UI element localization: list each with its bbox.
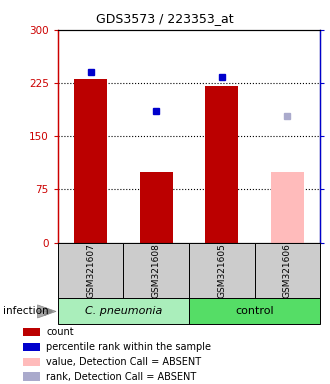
Text: GSM321608: GSM321608 xyxy=(151,243,161,298)
Polygon shape xyxy=(38,305,56,318)
Bar xyxy=(23,328,40,336)
Text: control: control xyxy=(235,306,274,316)
Text: count: count xyxy=(47,327,74,337)
Bar xyxy=(74,79,107,243)
Bar xyxy=(254,243,320,298)
Bar xyxy=(123,243,189,298)
Bar xyxy=(58,243,123,298)
Text: GSM321606: GSM321606 xyxy=(283,243,292,298)
Bar xyxy=(23,372,40,381)
Text: rank, Detection Call = ABSENT: rank, Detection Call = ABSENT xyxy=(47,372,197,382)
Bar xyxy=(271,172,304,243)
Text: value, Detection Call = ABSENT: value, Detection Call = ABSENT xyxy=(47,357,202,367)
Bar xyxy=(140,172,173,243)
Text: C. pneumonia: C. pneumonia xyxy=(85,306,162,316)
Bar xyxy=(205,86,238,243)
Text: infection: infection xyxy=(3,306,49,316)
Bar xyxy=(23,358,40,366)
Bar xyxy=(189,243,254,298)
Bar xyxy=(23,343,40,351)
Text: GSM321605: GSM321605 xyxy=(217,243,226,298)
Bar xyxy=(189,298,320,324)
Text: GDS3573 / 223353_at: GDS3573 / 223353_at xyxy=(96,12,234,25)
Bar xyxy=(58,298,189,324)
Text: GSM321607: GSM321607 xyxy=(86,243,95,298)
Text: percentile rank within the sample: percentile rank within the sample xyxy=(47,342,212,352)
